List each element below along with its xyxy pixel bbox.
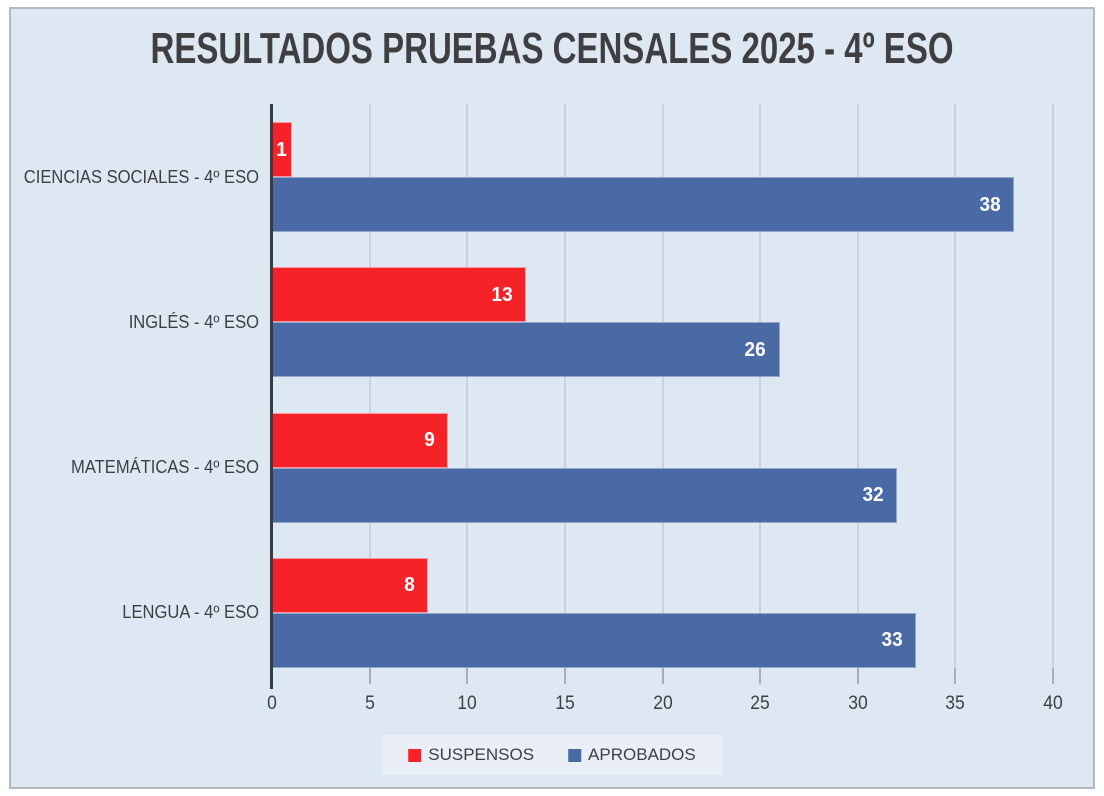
bar-value-label: 1: [276, 138, 288, 161]
category-label: MATEMÁTICAS - 4º ESO: [71, 457, 259, 478]
bar-aprobados-3: 33: [272, 612, 917, 668]
x-tick-label-0: 0: [267, 693, 277, 714]
x-tick-label-35: 35: [945, 693, 966, 714]
bar-aprobados-1: 26: [272, 322, 780, 378]
bar-group-1: INGLÉS - 4º ESO 13 26: [129, 267, 1053, 378]
bar-value-label: 32: [862, 484, 884, 507]
category-label: INGLÉS - 4º ESO: [128, 311, 259, 332]
gridline-35: [954, 104, 957, 668]
legend-item-aprobados: APROBADOS: [568, 745, 696, 765]
legend-label: SUSPENSOS: [428, 745, 535, 764]
x-tick-25: [759, 668, 762, 684]
legend-marker-aprobados: [568, 748, 582, 762]
x-tick-label-15: 15: [555, 693, 575, 714]
x-tick-label-20: 20: [652, 693, 673, 714]
bar-value-label: 38: [979, 193, 1001, 216]
chart-title: RESULTADOS PRUEBAS CENSALES 2025 - 4º ES…: [150, 24, 954, 73]
bar-aprobados-2: 32: [272, 467, 897, 523]
legend: SUSPENSOS APROBADOS: [382, 735, 722, 775]
bar-group-3: LENGUA - 4º ESO 8 33: [122, 557, 1053, 668]
y-axis-line: [270, 104, 273, 689]
bar-value-label: 13: [491, 283, 513, 306]
bar-suspensos-3: 8: [272, 557, 429, 613]
x-tick-10: [466, 668, 469, 684]
x-tick-5: [368, 668, 371, 684]
bar-value-label: 8: [404, 574, 415, 597]
legend-label: APROBADOS: [588, 745, 696, 764]
x-tick-label-30: 30: [848, 693, 868, 714]
x-tick-label-10: 10: [457, 693, 477, 714]
bar-value-label: 26: [744, 338, 767, 361]
gridline-20: [661, 104, 664, 668]
gridline-25: [759, 104, 762, 668]
bar-group-2: MATEMÁTICAS - 4º ESO 9 32: [71, 412, 1053, 523]
legend-marker-suspensos: [408, 748, 422, 762]
legend-item-suspensos: SUSPENSOS: [408, 745, 534, 765]
gridline-40: [1052, 104, 1054, 668]
x-tick-20: [661, 668, 664, 684]
category-label: CIENCIAS SOCIALES - 4º ESO: [23, 166, 259, 187]
category-label: LENGUA - 4º ESO: [122, 602, 259, 623]
gridline-5: [368, 104, 371, 668]
bar-aprobados-0: 38: [272, 177, 1014, 232]
bar-suspensos-0: 1: [272, 122, 292, 177]
chart-frame: RESULTADOS PRUEBAS CENSALES 2025 - 4º ES…: [9, 7, 1095, 789]
bar-suspensos-2: 9: [272, 412, 448, 468]
x-tick-30: [856, 668, 859, 684]
x-tick-15: [563, 668, 566, 684]
gridline-10: [466, 104, 469, 668]
x-tick-label-5: 5: [364, 693, 375, 714]
x-tick-label-25: 25: [750, 693, 770, 714]
x-tick-35: [954, 668, 957, 684]
gridline-30: [856, 104, 859, 668]
x-tick-40: [1052, 668, 1054, 684]
bar-value-label: 33: [881, 629, 903, 652]
x-tick-label-40: 40: [1043, 693, 1063, 714]
bar-group-0: CIENCIAS SOCIALES - 4º ESO 1 38: [24, 122, 1053, 232]
gridline-15: [563, 104, 566, 668]
plot-area: 0 5 10 15 20 25 30 35 40 CIENCIAS SOCIALES - 4º E…: [24, 104, 1063, 713]
bar-suspensos-1: 13: [272, 267, 526, 323]
bar-value-label: 9: [423, 429, 435, 452]
